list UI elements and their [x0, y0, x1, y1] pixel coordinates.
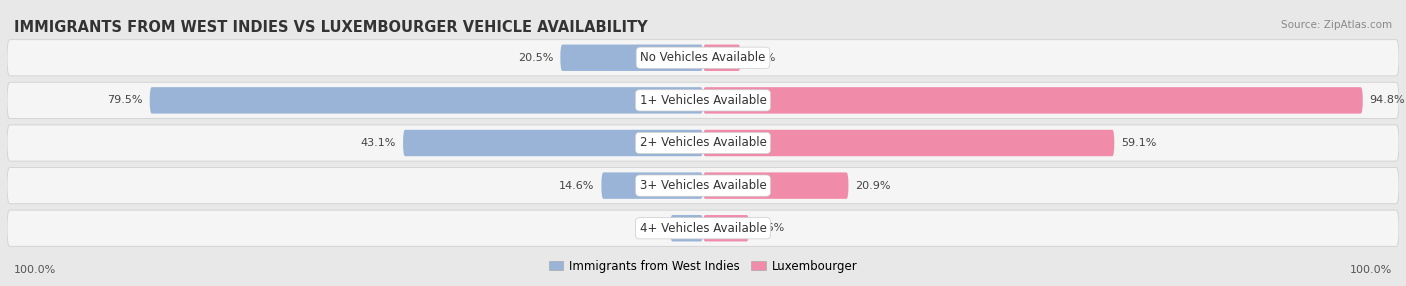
FancyBboxPatch shape [7, 82, 1399, 118]
Text: 4.7%: 4.7% [636, 223, 664, 233]
Text: Source: ZipAtlas.com: Source: ZipAtlas.com [1281, 20, 1392, 30]
FancyBboxPatch shape [149, 87, 703, 114]
FancyBboxPatch shape [561, 45, 703, 71]
Text: 94.8%: 94.8% [1369, 95, 1406, 105]
FancyBboxPatch shape [703, 215, 749, 241]
FancyBboxPatch shape [7, 40, 1399, 76]
Text: 1+ Vehicles Available: 1+ Vehicles Available [640, 94, 766, 107]
FancyBboxPatch shape [703, 172, 848, 199]
Text: 5.4%: 5.4% [748, 53, 776, 63]
Text: No Vehicles Available: No Vehicles Available [640, 51, 766, 64]
Text: 59.1%: 59.1% [1121, 138, 1157, 148]
Text: 2+ Vehicles Available: 2+ Vehicles Available [640, 136, 766, 150]
FancyBboxPatch shape [7, 210, 1399, 246]
Text: 4+ Vehicles Available: 4+ Vehicles Available [640, 222, 766, 235]
FancyBboxPatch shape [602, 172, 703, 199]
FancyBboxPatch shape [671, 215, 703, 241]
Text: 20.5%: 20.5% [517, 53, 554, 63]
Text: 6.6%: 6.6% [756, 223, 785, 233]
FancyBboxPatch shape [703, 130, 1115, 156]
Text: 3+ Vehicles Available: 3+ Vehicles Available [640, 179, 766, 192]
Text: 14.6%: 14.6% [560, 181, 595, 191]
Text: 79.5%: 79.5% [107, 95, 143, 105]
Text: IMMIGRANTS FROM WEST INDIES VS LUXEMBOURGER VEHICLE AVAILABILITY: IMMIGRANTS FROM WEST INDIES VS LUXEMBOUR… [14, 20, 648, 35]
Text: 20.9%: 20.9% [855, 181, 891, 191]
FancyBboxPatch shape [703, 87, 1362, 114]
Legend: Immigrants from West Indies, Luxembourger: Immigrants from West Indies, Luxembourge… [544, 255, 862, 277]
Text: 100.0%: 100.0% [1350, 265, 1392, 275]
FancyBboxPatch shape [7, 125, 1399, 161]
FancyBboxPatch shape [404, 130, 703, 156]
Text: 100.0%: 100.0% [14, 265, 56, 275]
FancyBboxPatch shape [703, 45, 741, 71]
FancyBboxPatch shape [7, 168, 1399, 204]
Text: 43.1%: 43.1% [361, 138, 396, 148]
